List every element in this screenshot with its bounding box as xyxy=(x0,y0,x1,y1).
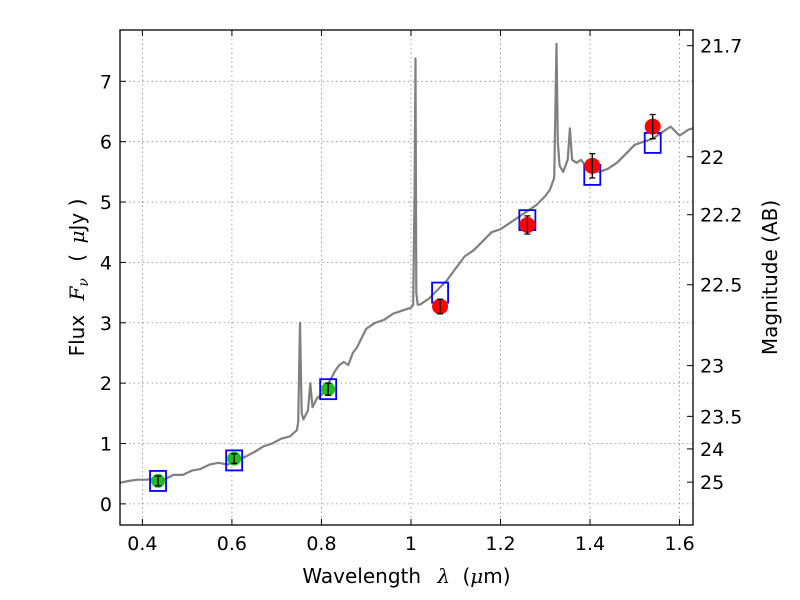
y-tick-label: 5 xyxy=(100,192,112,214)
y-tick-label: 6 xyxy=(100,132,112,154)
y-axis-title: Flux Fν ( μJy ) xyxy=(65,199,93,357)
axis-ticks: 0.4 0.6 0.8 1 1.2 1.4 1.60123456721.72222.222.… xyxy=(100,30,742,555)
x-axis-title-symbol: λ xyxy=(436,564,450,588)
y-axis-title-unit-mu: μ xyxy=(65,231,89,244)
y-tick-label: 1 xyxy=(100,434,112,456)
y2-tick-label: 23.5 xyxy=(700,406,742,428)
y2-tick-label: 21.7 xyxy=(700,36,742,58)
photometry-series xyxy=(151,113,661,488)
y-axis-title-unit-open: ( xyxy=(65,254,89,262)
y-tick-label: 4 xyxy=(100,252,112,274)
y-axis-title-unit-rest: Jy ) xyxy=(65,199,89,233)
y2-tick-label: 23 xyxy=(700,356,724,378)
x-tick-label: 1.2 xyxy=(485,533,515,555)
x-tick-label: 1.6 xyxy=(664,533,694,555)
y2-tick-label: 22.5 xyxy=(700,275,742,297)
spectrum-series xyxy=(119,42,694,484)
y-axis-title-symbol: F xyxy=(65,285,89,301)
spectrum-line xyxy=(119,42,694,484)
x-tick-label: 1 xyxy=(405,533,417,555)
x-axis-title-unit-mu: μ xyxy=(470,564,483,588)
x-axis-title-unit-open: ( xyxy=(462,564,470,588)
x-tick-label: 1.4 xyxy=(575,533,605,555)
x-axis-title-text: Wavelength xyxy=(302,564,421,588)
x-axis-title: Wavelength λ (μm) xyxy=(302,564,510,588)
model-box xyxy=(319,378,338,401)
grid xyxy=(120,30,693,525)
y-axis-title-sub: ν xyxy=(76,278,92,287)
x-tick-label: 0.6 xyxy=(217,533,247,555)
y-tick-label: 7 xyxy=(100,71,112,93)
y2-tick-label: 22.2 xyxy=(700,205,742,227)
x-tick-label: 0.4 xyxy=(127,533,157,555)
model-box xyxy=(149,470,167,492)
y2-tick-label: 24 xyxy=(700,439,724,461)
y2-axis-title: Magnitude (AB) xyxy=(758,200,782,355)
y-tick-label: 3 xyxy=(100,313,112,335)
x-axis-title-unit-rest: m) xyxy=(483,564,510,588)
y-axis-title-text: Flux xyxy=(65,315,89,357)
model-box-series xyxy=(149,131,662,492)
model-box xyxy=(225,449,244,472)
y-tick-label: 0 xyxy=(100,494,112,516)
y2-tick-label: 25 xyxy=(700,472,724,494)
y2-tick-label: 22 xyxy=(700,147,724,169)
plot-frame xyxy=(119,29,694,526)
x-tick-label: 0.8 xyxy=(306,533,336,555)
y-tick-label: 2 xyxy=(100,373,112,395)
